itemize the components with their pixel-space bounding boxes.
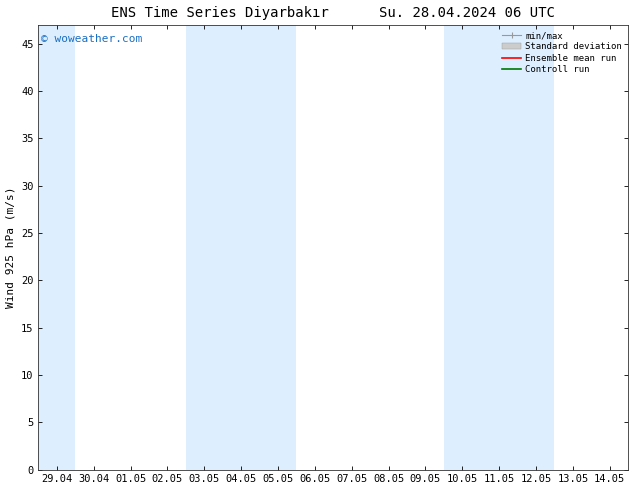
Legend: min/max, Standard deviation, Ensemble mean run, Controll run: min/max, Standard deviation, Ensemble me…	[500, 29, 624, 76]
Text: © woweather.com: © woweather.com	[41, 34, 143, 44]
Bar	[39, 25, 75, 469]
Bar	[186, 25, 297, 469]
Title: ENS Time Series Diyarbakır      Su. 28.04.2024 06 UTC: ENS Time Series Diyarbakır Su. 28.04.202…	[112, 5, 555, 20]
Bar	[444, 25, 555, 469]
Y-axis label: Wind 925 hPa (m/s): Wind 925 hPa (m/s)	[6, 187, 16, 308]
